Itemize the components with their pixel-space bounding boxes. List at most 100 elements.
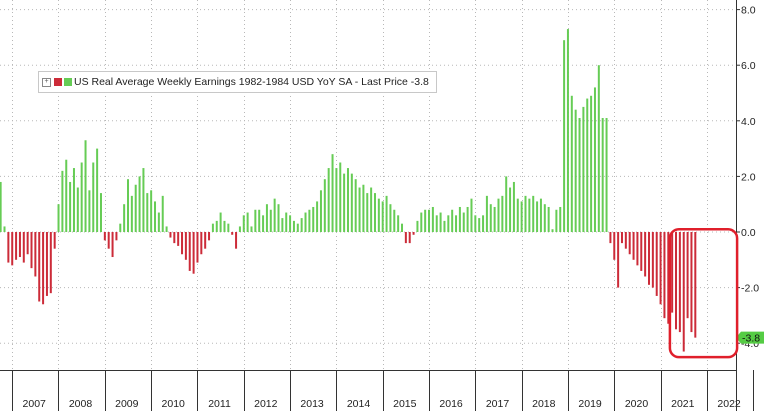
bar <box>254 209 257 232</box>
x-tick-label: 2008 <box>69 398 93 410</box>
bar <box>227 223 230 232</box>
bar <box>443 220 446 232</box>
bar <box>489 204 492 232</box>
bar <box>215 220 218 232</box>
bar <box>208 232 211 241</box>
bar <box>0 181 2 232</box>
bar <box>555 209 558 232</box>
bar <box>389 204 392 232</box>
bar <box>601 118 604 232</box>
bar <box>7 232 10 263</box>
x-tick-label: 2022 <box>717 398 741 410</box>
bar <box>586 98 589 232</box>
bar <box>648 232 650 285</box>
y-tick-label: -2.0 <box>741 283 759 295</box>
bar <box>181 232 184 255</box>
bar <box>235 232 238 249</box>
bar <box>150 190 153 232</box>
bar <box>277 204 280 232</box>
bar <box>11 232 14 266</box>
bar <box>204 232 207 249</box>
highlight-box <box>668 227 739 359</box>
bar <box>354 179 357 232</box>
bar <box>281 218 284 232</box>
x-tick-label: 2011 <box>208 398 231 410</box>
bar <box>84 140 87 232</box>
bar <box>690 232 693 333</box>
bar <box>366 193 369 232</box>
y-tick-label: 4.0 <box>741 116 756 128</box>
bar <box>593 87 596 232</box>
x-tick-label: 2021 <box>671 398 695 410</box>
bar <box>524 195 527 232</box>
x-tick-label: 2020 <box>625 398 649 410</box>
bar <box>292 220 295 232</box>
legend-swatch-negative <box>54 78 62 86</box>
bar <box>474 215 477 232</box>
bar <box>18 232 21 258</box>
bar <box>343 173 346 232</box>
bar <box>686 232 689 319</box>
bar <box>123 204 126 232</box>
bar <box>659 232 662 305</box>
bar <box>184 232 187 260</box>
bar <box>678 232 681 333</box>
bar <box>134 184 137 232</box>
bar <box>161 195 164 232</box>
bar <box>462 212 465 232</box>
bar <box>265 204 268 232</box>
x-tick-label: 2014 <box>347 398 371 410</box>
last-price-badge <box>736 331 764 344</box>
bar <box>370 187 373 232</box>
plus-box-icon[interactable]: + <box>42 77 51 87</box>
bar <box>516 198 519 232</box>
bar <box>231 232 234 235</box>
bar <box>258 209 261 232</box>
bar <box>130 195 133 232</box>
bar <box>138 176 141 232</box>
bar <box>620 232 623 244</box>
bar <box>92 162 95 232</box>
bar <box>200 232 203 255</box>
bar <box>331 154 334 232</box>
bar <box>88 190 91 232</box>
bar <box>482 215 485 232</box>
bar <box>80 162 83 232</box>
bar <box>26 232 29 255</box>
bar <box>578 118 581 232</box>
bar <box>485 195 488 232</box>
bar <box>590 95 593 232</box>
bar <box>520 201 523 232</box>
bar <box>401 223 404 232</box>
bar <box>640 232 643 271</box>
bar <box>57 204 60 232</box>
bar <box>350 173 353 232</box>
bar <box>420 212 423 232</box>
bar <box>142 168 145 232</box>
legend[interactable]: + US Real Average Weekly Earnings 1982-1… <box>38 71 437 93</box>
bar <box>335 168 338 232</box>
bar <box>582 106 585 232</box>
bar <box>99 193 102 232</box>
bar <box>246 212 249 232</box>
x-tick-label: 2016 <box>439 398 463 410</box>
bar <box>497 198 500 232</box>
bar <box>397 215 400 232</box>
bar <box>107 232 110 249</box>
bar <box>532 195 535 232</box>
gridlines <box>0 0 736 370</box>
bar <box>45 232 48 296</box>
bar <box>470 198 473 232</box>
legend-swatch-positive <box>64 78 72 86</box>
bar <box>393 209 396 232</box>
bar <box>242 215 245 232</box>
bar <box>566 29 569 233</box>
bar <box>308 209 311 232</box>
bar <box>404 232 407 244</box>
bar <box>617 232 620 288</box>
y-tick-label: 0.0 <box>741 227 756 239</box>
bar <box>628 232 631 255</box>
y-axis: 8.06.04.02.00.0-2.0-4.0 <box>736 0 759 411</box>
bar <box>65 159 68 232</box>
